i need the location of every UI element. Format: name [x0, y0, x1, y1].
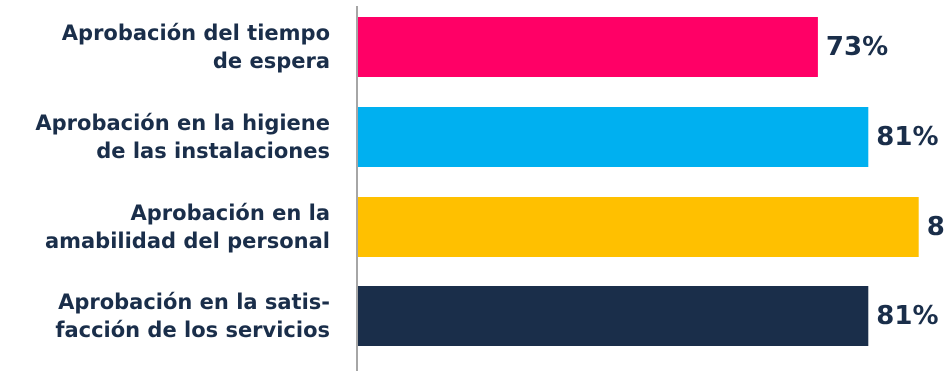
value-label-aprobacion-del-tiempo-de-espera: 73% [826, 32, 888, 62]
value-label-aprobacion-en-la-amabilidad-del-personal: 89% [927, 212, 945, 242]
category-label-line: Aprobación en la satis- [58, 290, 330, 314]
category-labels-group: Aprobación del tiempo de esperaAprobación… [35, 21, 330, 342]
bar-aprobacion-en-la-satisfaccion-de-los-servicios [358, 286, 869, 346]
category-label-aprobacion-en-la-amabilidad-del-personal: Aprobación en la amabilidad del personal [45, 201, 330, 253]
category-label-line: amabilidad del personal [45, 229, 330, 253]
value-label-aprobacion-en-la-satisfaccion-de-los-servicios: 81% [876, 301, 938, 331]
category-label-aprobacion-en-la-higiene-de-las-instalaciones: Aprobación en la higiene de las instalaci… [35, 111, 330, 163]
bar-aprobacion-en-la-amabilidad-del-personal [358, 197, 919, 257]
bar-aprobacion-en-la-higiene-de-las-instalaciones [358, 107, 869, 167]
category-label-line: Aprobación en la higiene [35, 111, 330, 135]
category-label-aprobacion-en-la-satisfaccion-de-los-servicios: Aprobación en la satis-facción de los se… [55, 290, 330, 342]
value-label-aprobacion-en-la-higiene-de-las-instalaciones: 81% [876, 122, 938, 152]
category-label-line: Aprobación en la [131, 201, 330, 225]
category-label-line: Aprobación del tiempo [62, 21, 330, 45]
bars-group [358, 17, 919, 346]
category-label-line: de las instalaciones [96, 139, 330, 163]
category-label-line: facción de los servicios [55, 318, 330, 342]
category-label-aprobacion-del-tiempo-de-espera: Aprobación del tiempo de espera [62, 21, 330, 73]
bar-aprobacion-del-tiempo-de-espera [358, 17, 818, 77]
category-label-line: de espera [213, 49, 330, 73]
value-labels-group: 73% 81% 89% 81% [826, 32, 945, 331]
